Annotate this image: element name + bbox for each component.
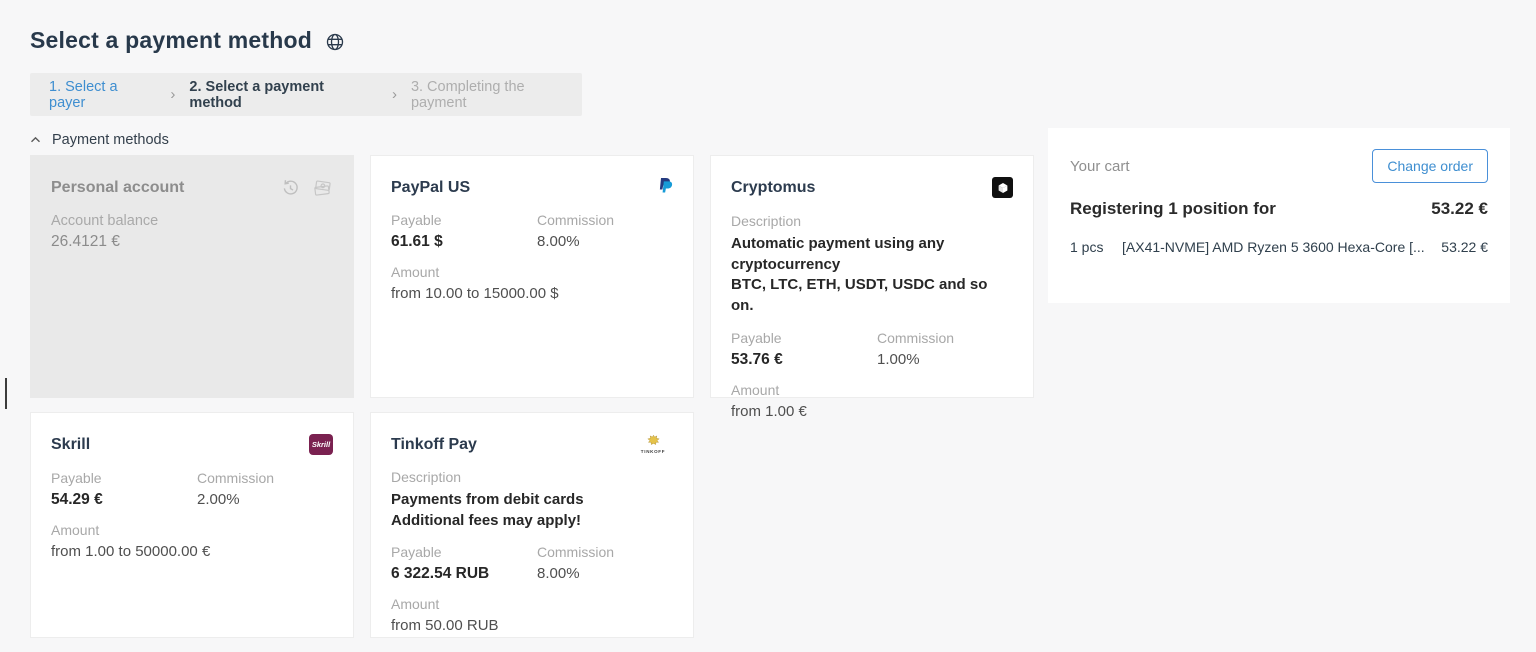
card-title: PayPal US: [391, 179, 471, 196]
payment-card-paypal-us[interactable]: PayPal US Payable 61.61 $ Commission 8.0…: [370, 155, 694, 398]
balance-value: 26.4121 €: [51, 233, 120, 250]
amount-label: Amount: [391, 264, 440, 280]
card-title: Skrill: [51, 436, 91, 453]
page-header: Select a payment method: [0, 0, 1536, 54]
payment-card-cryptomus[interactable]: Cryptomus Description Automatic payment …: [710, 155, 1034, 420]
amount-value: from 1.00 €: [731, 402, 807, 420]
commission-label: Commission: [537, 544, 615, 561]
card-title: Tinkoff Pay: [391, 436, 477, 453]
payable-value: 61.61 $: [391, 233, 443, 250]
history-clock-icon: [280, 177, 301, 198]
cart-panel: Your cart Change order Registering 1 pos…: [1048, 128, 1510, 303]
description-text: Payments from debit cards Additional fee…: [391, 491, 584, 529]
amount-label: Amount: [391, 596, 440, 613]
page-title: Select a payment method: [30, 27, 312, 53]
payment-methods-toggle[interactable]: Payment methods: [30, 132, 169, 148]
card-title: Cryptomus: [731, 179, 816, 196]
payment-card-skrill[interactable]: Skrill Skrill Payable 54.29 € Commission…: [30, 412, 354, 638]
commission-value: 2.00%: [197, 491, 240, 508]
breadcrumb: 1. Select a payer › 2. Select a payment …: [30, 73, 582, 116]
payable-label: Payable: [51, 470, 102, 486]
balance-label: Account balance: [51, 213, 159, 229]
card-title: Personal account: [51, 179, 185, 196]
commission-label: Commission: [197, 470, 275, 486]
cryptomus-logo-icon: [992, 177, 1013, 198]
breadcrumb-separator: ›: [170, 86, 176, 103]
payable-label: Payable: [731, 329, 782, 346]
breadcrumb-step-select-payment-method: 2. Select a payment method: [189, 78, 325, 111]
commission-value: 1.00%: [877, 350, 920, 368]
commission-value: 8.00%: [537, 233, 580, 250]
chevron-up-icon: [30, 136, 41, 144]
banknotes-icon: [311, 178, 333, 198]
description-label: Description: [731, 213, 802, 229]
payment-card-tinkoff-pay[interactable]: Tinkoff Pay TINKOFF Description Payments…: [370, 412, 694, 638]
text-cursor: [5, 378, 7, 409]
breadcrumb-step-completing-payment: 3. Completing the payment: [410, 78, 525, 111]
change-order-button[interactable]: Change order: [1372, 149, 1488, 183]
payment-methods-label: Payment methods: [52, 132, 169, 148]
payment-card-personal-account: Personal account Ac: [30, 155, 354, 398]
payment-methods-grid: Personal account Ac: [30, 155, 1034, 638]
payable-value: 6 322.54 RUB: [391, 565, 490, 583]
cart-item-qty: 1 pcs: [1070, 239, 1104, 255]
payable-value: 54.29 €: [51, 491, 103, 508]
globe-icon[interactable]: [325, 32, 345, 52]
cart-summary-total: 53.22 €: [1431, 199, 1488, 218]
amount-label: Amount: [731, 381, 780, 398]
payable-label: Payable: [391, 212, 442, 228]
payable-label: Payable: [391, 544, 442, 561]
cart-summary-label: Registering 1 position for: [1070, 199, 1276, 218]
payable-value: 53.76 €: [731, 350, 783, 368]
amount-label: Amount: [51, 522, 100, 538]
skrill-logo-icon: Skrill: [309, 434, 333, 455]
amount-value: from 1.00 to 50000.00 €: [51, 543, 211, 560]
commission-value: 8.00%: [537, 565, 580, 583]
paypal-logo-icon: [658, 177, 673, 194]
amount-value: from 50.00 RUB: [391, 617, 499, 635]
breadcrumb-separator: ›: [391, 86, 397, 103]
breadcrumb-step-select-payer[interactable]: 1. Select a payer: [49, 78, 118, 111]
description-text: Automatic payment using any cryptocurren…: [731, 235, 988, 315]
tinkoff-logo-icon: TINKOFF: [633, 434, 673, 454]
amount-value: from 10.00 to 15000.00 $: [391, 285, 559, 302]
commission-label: Commission: [877, 329, 955, 346]
cart-title: Your cart: [1070, 157, 1130, 175]
cart-item-row: 1 pcs [AX41-NVME] AMD Ryzen 5 3600 Hexa-…: [1070, 239, 1488, 255]
cart-item-price: 53.22 €: [1441, 239, 1488, 255]
commission-label: Commission: [537, 212, 615, 228]
cart-item-name: [AX41-NVME] AMD Ryzen 5 3600 Hexa-Core […: [1122, 239, 1425, 255]
description-label: Description: [391, 469, 462, 485]
